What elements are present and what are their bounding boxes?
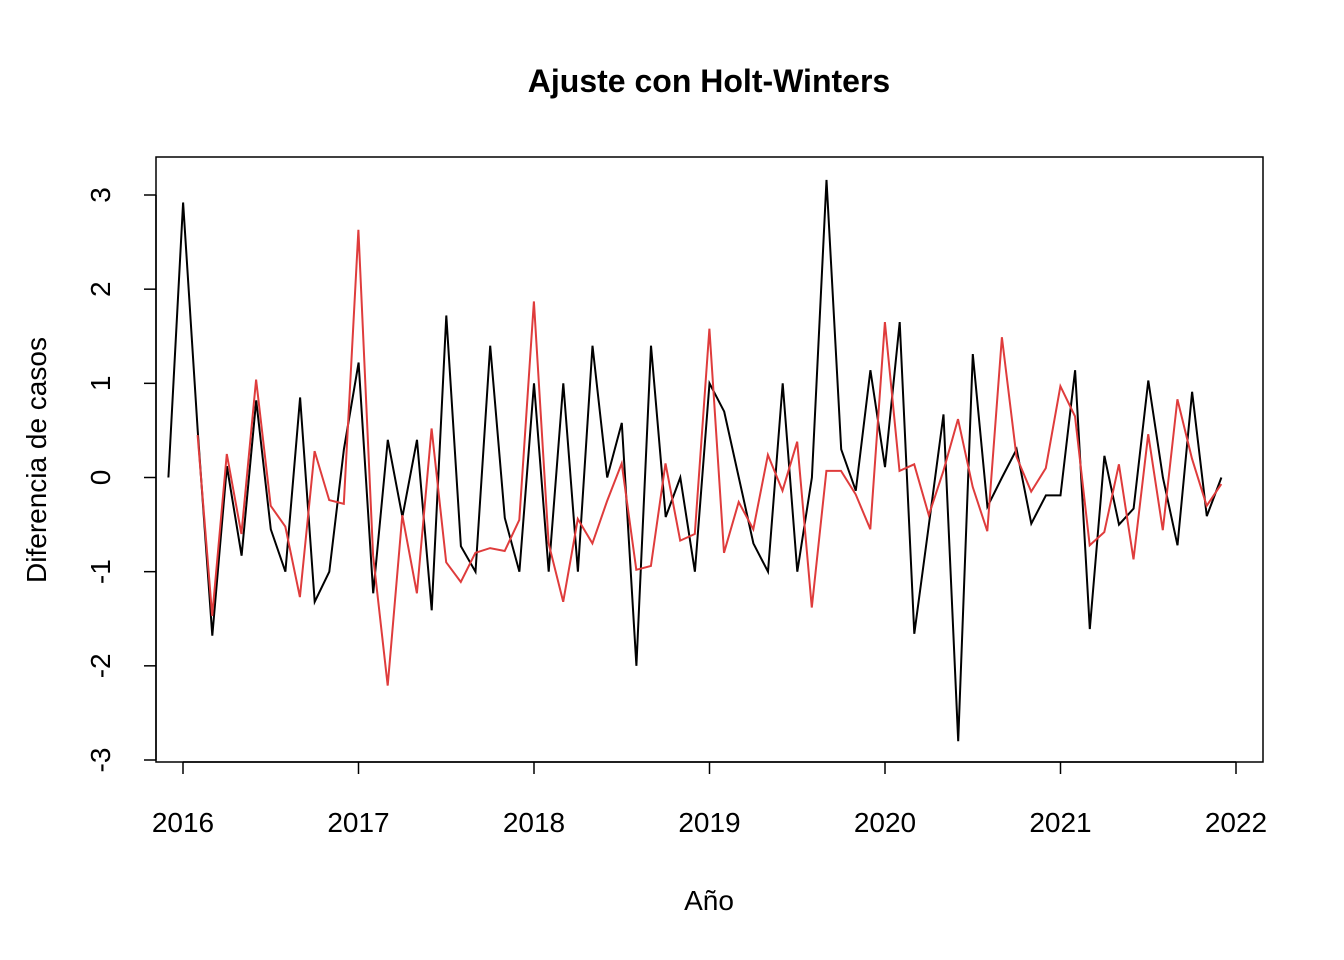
x-tick-label: 2017 bbox=[327, 807, 389, 838]
x-axis: 2016 2017 2018 2019 2020 2021 2022 bbox=[152, 761, 1267, 838]
plot-frame bbox=[155, 156, 1264, 763]
x-tick-label: 2018 bbox=[503, 807, 565, 838]
series-layer bbox=[167, 179, 1223, 742]
x-tick-label: 2022 bbox=[1205, 807, 1267, 838]
series-line-observed bbox=[167, 179, 1223, 742]
y-tick-label: 1 bbox=[85, 376, 116, 392]
y-axis-label: Diferencia de casos bbox=[21, 337, 52, 583]
x-tick-label: 2016 bbox=[152, 807, 214, 838]
x-tick-label: 2021 bbox=[1029, 807, 1091, 838]
x-tick-label: 2019 bbox=[678, 807, 740, 838]
y-tick-label: -2 bbox=[85, 653, 116, 678]
y-axis: -3 -2 -1 0 1 2 3 bbox=[85, 187, 157, 773]
x-axis-label: Año bbox=[684, 885, 734, 916]
y-tick-label: -1 bbox=[85, 559, 116, 584]
y-tick-label: 0 bbox=[85, 470, 116, 486]
y-tick-label: 2 bbox=[85, 281, 116, 297]
y-tick-label: -3 bbox=[85, 748, 116, 773]
series-line-fitted bbox=[196, 229, 1223, 686]
chart-title: Ajuste con Holt-Winters bbox=[528, 63, 890, 99]
x-tick-label: 2020 bbox=[854, 807, 916, 838]
y-tick-label: 3 bbox=[85, 187, 116, 203]
